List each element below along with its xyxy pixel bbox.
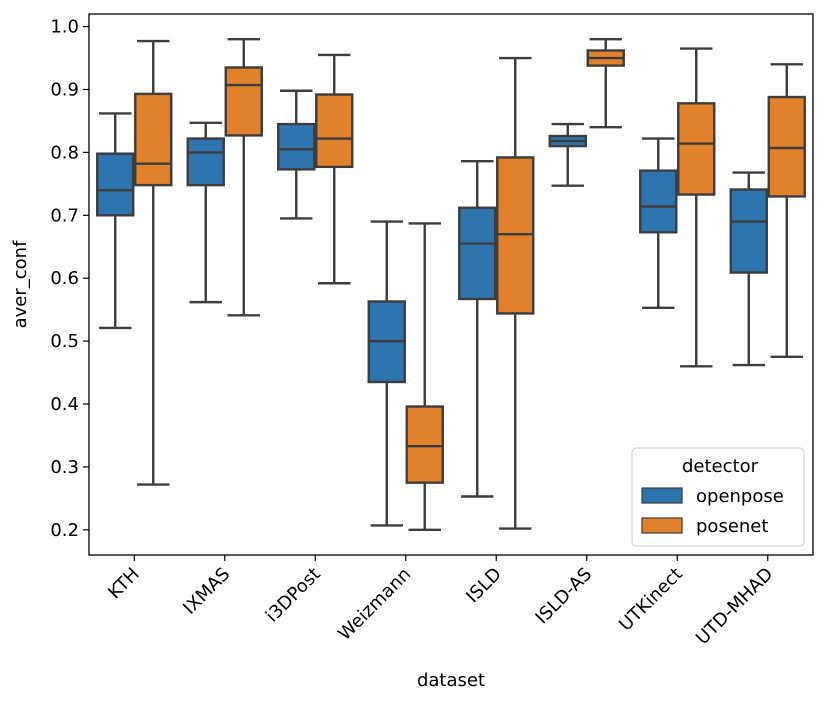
y-tick-label: 0.4 <box>50 394 79 415</box>
x-tick-label: UTKinect <box>615 564 687 636</box>
box-posenet-UTKinect <box>677 47 716 368</box>
x-tick-label: ISLD <box>462 564 506 608</box>
box-openpose-ISLD-AS <box>548 122 587 187</box>
box-openpose-ISLD <box>458 160 497 498</box>
box-openpose-i3DPost <box>277 89 316 220</box>
box-iqr <box>224 66 263 137</box>
box-iqr <box>677 102 716 196</box>
box-iqr <box>186 137 225 187</box>
box-iqr <box>639 169 678 234</box>
box-iqr <box>277 122 316 171</box>
y-axis-label: aver_conf <box>10 240 31 328</box>
box-openpose-IXMAS <box>186 121 225 304</box>
plot-area <box>96 37 806 532</box>
box-posenet-KTH <box>134 39 173 486</box>
box-iqr <box>729 188 768 274</box>
box-iqr <box>458 206 497 301</box>
box-posenet-Weizmann <box>405 222 444 532</box>
y-tick-label: 0.5 <box>50 331 79 352</box>
box-posenet-IXMAS <box>224 37 263 317</box>
y-tick-label: 0.2 <box>50 520 79 541</box>
box-iqr <box>767 95 806 198</box>
box-openpose-UTKinect <box>639 137 678 309</box>
legend-label-openpose: openpose <box>696 486 784 507</box>
box-openpose-KTH <box>96 112 135 330</box>
box-posenet-UTD-MHAD <box>767 63 806 359</box>
box-iqr <box>96 152 135 217</box>
x-axis-label: dataset <box>417 670 485 691</box>
x-tick-label: KTH <box>104 564 144 604</box>
plot-frame <box>88 13 814 556</box>
y-axis: 0.2 0.3 0.4 0.5 0.6 0.7 0.8 0.9 1.0 <box>50 17 89 541</box>
box-iqr <box>134 92 173 187</box>
box-posenet-ISLD-AS <box>586 37 625 129</box>
box-posenet-i3DPost <box>315 53 354 285</box>
x-tick-label: UTD-MHAD <box>692 564 777 649</box>
box-posenet-ISLD <box>496 56 535 530</box>
box-openpose-Weizmann <box>367 220 406 527</box>
legend-swatch-openpose <box>641 487 683 504</box>
y-tick-label: 0.8 <box>50 142 79 163</box>
x-tick-label: Weizmann <box>334 564 415 645</box>
legend-swatch-posenet <box>641 517 683 534</box>
y-tick-label: 0.7 <box>50 205 79 226</box>
y-tick-label: 0.9 <box>50 79 79 100</box>
box-iqr <box>315 93 354 169</box>
y-tick-label: 1.0 <box>50 17 79 38</box>
legend: detector openpose posenet <box>631 447 805 547</box>
x-axis: KTH IXMAS i3DPost Weizmann ISLD ISLD-AS UTKine… <box>104 555 777 649</box>
legend-title: detector <box>682 456 759 477</box>
x-tick-label: ISLD-AS <box>532 564 597 629</box>
box-openpose-UTD-MHAD <box>729 171 768 367</box>
box-iqr <box>405 405 444 484</box>
y-tick-label: 0.6 <box>50 268 79 289</box>
y-tick-label: 0.3 <box>50 457 79 478</box>
box-iqr <box>496 156 535 315</box>
legend-label-posenet: posenet <box>696 516 768 537</box>
x-tick-label: i3DPost <box>262 564 325 627</box>
x-tick-label: IXMAS <box>179 564 234 619</box>
